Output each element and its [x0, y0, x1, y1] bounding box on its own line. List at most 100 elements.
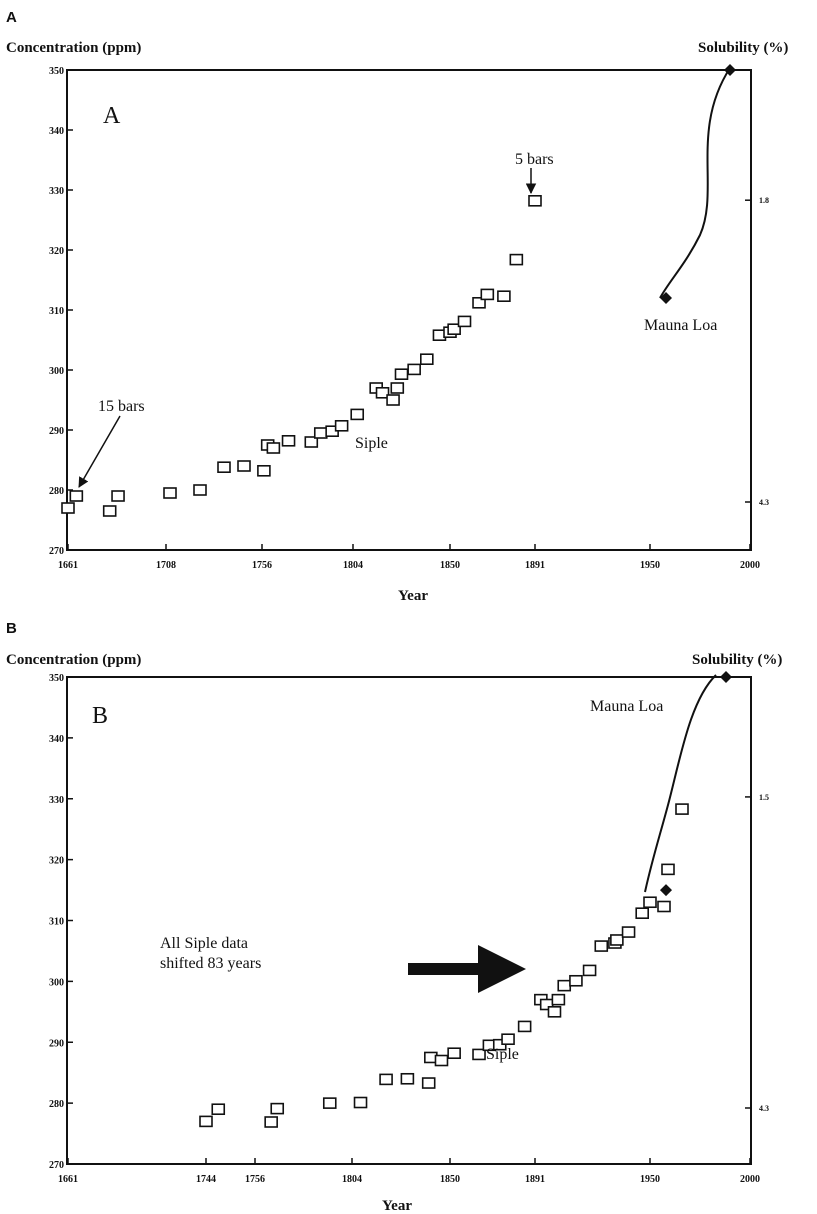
y-tick-group: 270 280 290 300 310 320 330 340 350 [49, 66, 73, 557]
annotation-5-bars: 5 bars [515, 151, 554, 168]
x-tick-label: 1891 [525, 1174, 545, 1185]
x-axis-title: Year [398, 588, 428, 604]
mauna-loa-curve [644, 674, 717, 893]
mauna-loa-series [660, 671, 732, 897]
mauna-loa-point [720, 671, 732, 683]
siple-point [447, 323, 461, 336]
siple-point [313, 427, 328, 439]
siple-point [264, 1116, 278, 1128]
panel-b: B Concentration (ppm) Solubility (%) B 2… [6, 620, 782, 1214]
x-tick-label: 1661 [58, 560, 78, 571]
y-axis-title: Concentration (ppm) [6, 652, 141, 668]
panel-a: A Concentration (ppm) Solubility (%) A 2… [6, 9, 788, 604]
y-tick-label: 350 [49, 66, 64, 77]
y-tick-group: 270 280 290 300 310 320 330 340 350 [49, 673, 73, 1171]
siple-point [434, 1054, 449, 1067]
siple-point [501, 1033, 515, 1046]
big-arrow-head [478, 945, 526, 993]
y2-tick-label: 4.3 [759, 498, 769, 507]
siple-point [675, 803, 689, 815]
siple-point [69, 490, 84, 502]
panel-letter: B [6, 620, 17, 637]
x-tick-label: 1804 [343, 560, 363, 571]
y-tick-label: 340 [49, 126, 64, 137]
siple-point [621, 926, 636, 938]
y-tick-label: 340 [49, 734, 64, 745]
siple-point [420, 353, 434, 366]
x-tick-label: 1756 [245, 1174, 265, 1185]
y2-tick-group: 1.8 4.3 [745, 196, 769, 507]
siple-point [557, 979, 572, 992]
x-tick-label: 1950 [640, 560, 660, 571]
siple-point [421, 1077, 436, 1089]
inside-panel-letter: B [92, 703, 108, 729]
annotation-shift-line1: All Siple data [160, 935, 248, 952]
y-tick-label: 330 [49, 795, 64, 806]
siple-point [322, 1097, 337, 1109]
x-tick-label: 1744 [196, 1174, 216, 1185]
x-tick-label: 1708 [156, 560, 176, 571]
y2-axis-title: Solubility (%) [698, 40, 788, 56]
siple-point [528, 195, 542, 207]
siple-point [594, 940, 609, 952]
x-tick-label: 1756 [252, 560, 272, 571]
siple-point [257, 464, 271, 477]
siple-point [386, 394, 400, 406]
plot-frame [66, 69, 752, 551]
x-tick-label: 1850 [440, 560, 460, 571]
siple-point [193, 484, 207, 496]
siple-point [270, 1102, 285, 1115]
y2-tick-group: 1.5 4.3 [745, 793, 769, 1113]
y-tick-label: 280 [49, 1099, 64, 1110]
siple-point [517, 1020, 532, 1033]
plot-frame [66, 676, 752, 1165]
y2-tick-label: 1.8 [759, 196, 769, 205]
y-tick-label: 280 [49, 486, 64, 497]
siple-point [375, 386, 390, 399]
arrow-15-bars [78, 415, 121, 488]
x-tick-label: 2000 [740, 560, 760, 571]
mauna-loa-point [724, 64, 736, 76]
siple-point [497, 290, 511, 303]
siple-point [661, 863, 675, 876]
annotation-siple: Siple [486, 1046, 519, 1063]
y-tick-label: 350 [49, 673, 64, 684]
siple-point [457, 315, 472, 328]
y-tick-label: 300 [49, 366, 64, 377]
siple-point [407, 363, 421, 376]
x-tick-label: 1891 [525, 560, 545, 571]
y-tick-label: 290 [49, 426, 64, 437]
siple-point [102, 505, 117, 517]
y2-axis-title: Solubility (%) [692, 652, 782, 668]
siple-point [334, 419, 349, 432]
y-axis-title: Concentration (ppm) [6, 40, 141, 56]
siple-point [509, 253, 524, 266]
siple-point [610, 934, 624, 946]
mauna-loa-point [660, 292, 672, 304]
siple-point [199, 1115, 213, 1128]
siple-point [657, 900, 671, 913]
siple-point [211, 1103, 226, 1116]
big-arrow [408, 945, 526, 993]
siple-point [551, 993, 566, 1006]
siple-point [217, 461, 231, 474]
annotation-shift-line2: shifted 83 years [160, 955, 261, 972]
siple-point [447, 1047, 461, 1060]
y-tick-label: 320 [49, 246, 64, 257]
y-tick-label: 310 [49, 306, 64, 317]
y-tick-label: 300 [49, 977, 64, 988]
siple-point [472, 296, 486, 309]
y-tick-label: 310 [49, 917, 64, 928]
x-tick-group: 1661 1744 1756 1804 1850 1891 1950 2000 [58, 1158, 760, 1185]
inside-panel-letter: A [103, 103, 121, 129]
siple-series [61, 195, 542, 517]
y2-tick-label: 1.5 [759, 793, 769, 802]
siple-point [304, 436, 319, 448]
mauna-loa-curve [659, 67, 731, 299]
x-tick-label: 1950 [640, 1174, 660, 1185]
siple-point [266, 442, 281, 454]
siple-point [281, 434, 296, 447]
siple-point [111, 490, 125, 502]
y-tick-label: 320 [49, 856, 64, 867]
